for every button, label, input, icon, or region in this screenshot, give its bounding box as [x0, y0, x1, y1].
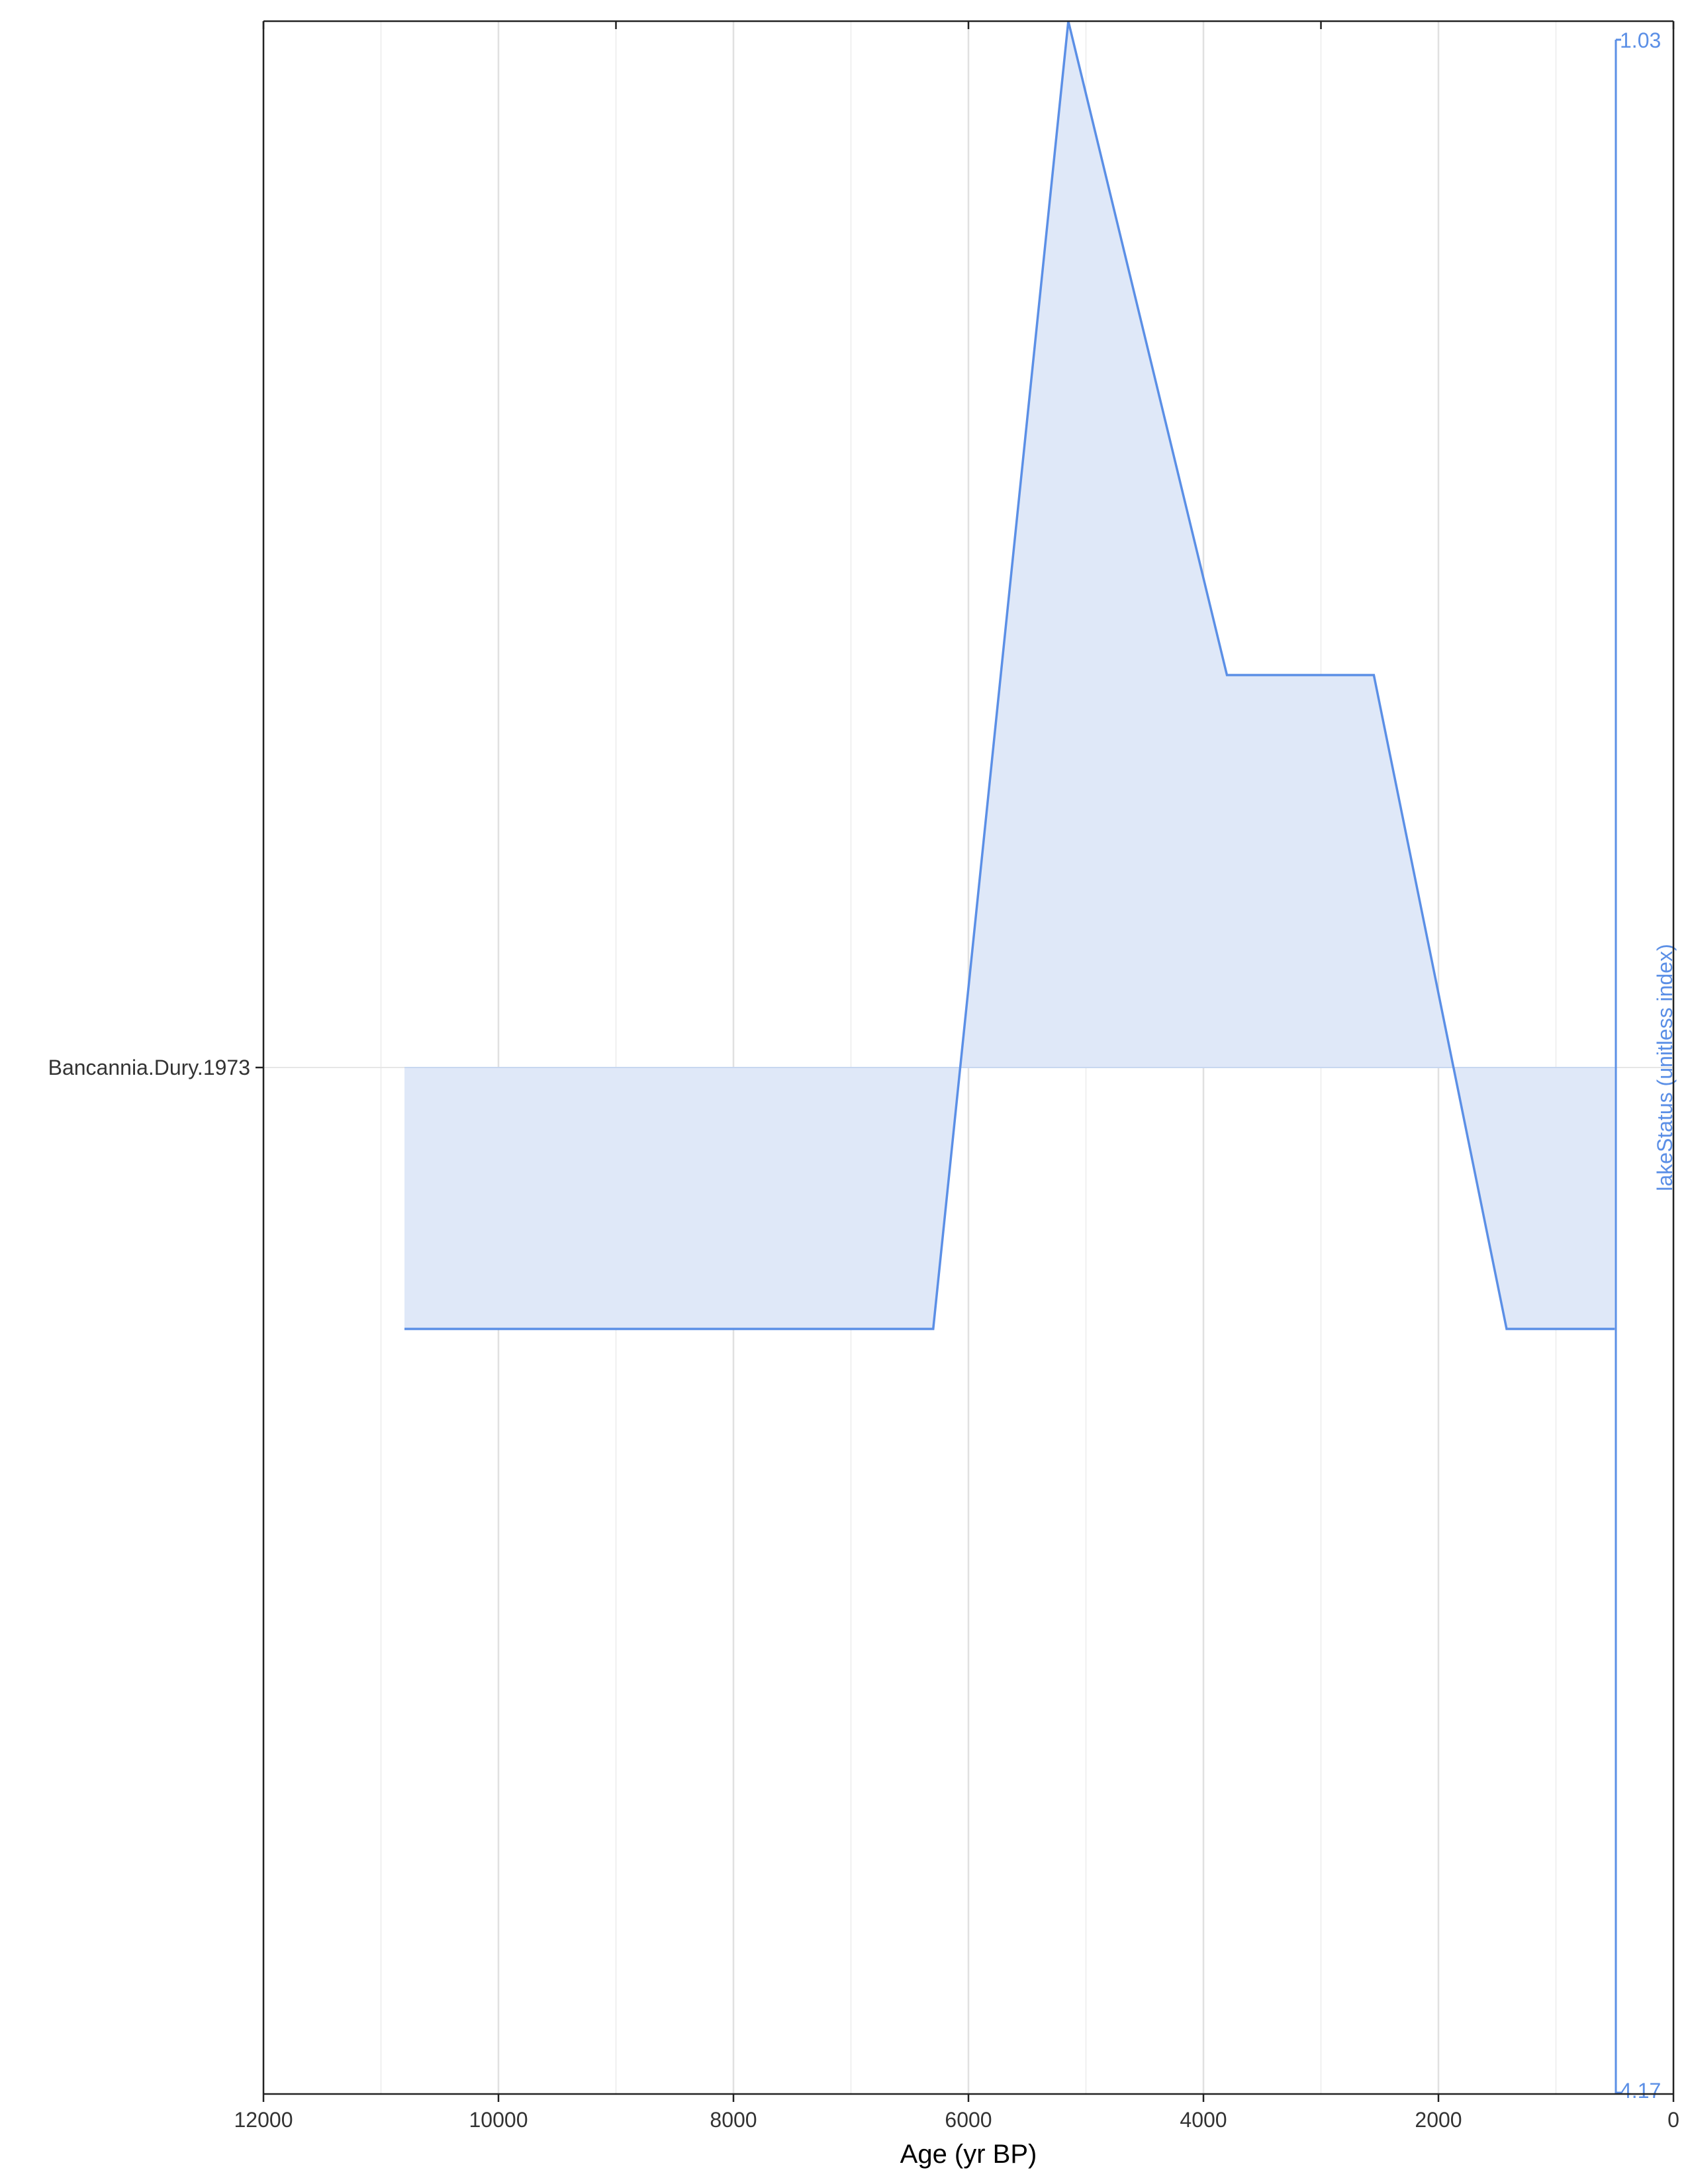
x-ticks: 12000 10000 8000 6000 4000 2000 0 — [234, 2094, 1679, 2132]
series-min-label: 4.17 — [1620, 2079, 1661, 2103]
x-tick-label: 2000 — [1415, 2108, 1462, 2132]
x-tick-label: 8000 — [710, 2108, 757, 2132]
y-tick: Bancannia.Dury.1973 — [48, 1056, 263, 1079]
y-tick-label: Bancannia.Dury.1973 — [48, 1056, 250, 1079]
x-axis-title: Age (yr BP) — [900, 2140, 1037, 2169]
x-tick-label: 0 — [1667, 2108, 1679, 2132]
top-ticks — [262, 21, 1675, 29]
series-max-label: 1.03 — [1620, 28, 1661, 52]
x-tick-label: 12000 — [234, 2108, 293, 2132]
x-tick-label: 6000 — [945, 2108, 992, 2132]
x-tick-label: 10000 — [469, 2108, 528, 2132]
x-tick-label: 4000 — [1180, 2108, 1227, 2132]
series-area — [404, 21, 1615, 1329]
series-line — [404, 21, 1615, 1330]
